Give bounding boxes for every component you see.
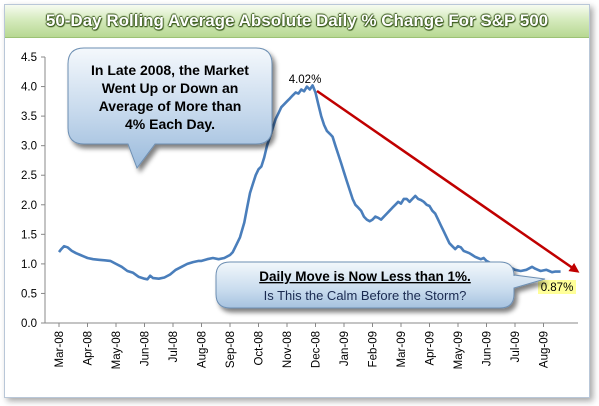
end-label: 0.87%: [541, 282, 574, 294]
y-tick-label: 1.0: [21, 259, 37, 271]
y-tick-label: 2.0: [21, 200, 37, 212]
x-tick-label: Apr-08: [83, 331, 95, 366]
trend-arrow: [316, 89, 580, 273]
x-axis-ticks: Mar-08 Apr-08 May-08 Jun-08 Jul-08 Aug-08 Sep-…: [54, 323, 551, 369]
x-tick-label: Dec-08: [311, 331, 323, 368]
y-tick-label: 3.5: [21, 111, 37, 123]
chart-title: 50-Day Rolling Average Absolute Daily % …: [45, 11, 549, 30]
x-tick-label: Jul-08: [168, 331, 180, 362]
x-tick-label: Oct-08: [254, 331, 266, 366]
y-tick-label: 0.0: [21, 318, 37, 330]
callout-2-line-1: Daily Move is Now Less than 1%.: [259, 269, 471, 284]
peak-label: 4.02%: [289, 74, 322, 86]
x-tick-label: May-08: [111, 331, 123, 369]
title-bar: 50-Day Rolling Average Absolute Daily % …: [5, 5, 589, 38]
y-tick-label: 3.0: [21, 141, 37, 153]
callout-1: [67, 47, 273, 170]
series-line: [57, 84, 561, 281]
x-tick-label: Aug-09: [539, 331, 551, 368]
x-tick-label: May-09: [453, 331, 465, 369]
y-axis-ticks: 0.0 0.5 1.0 1.5 2.0 2.5 3.0 3.5 4.0 4.5: [21, 52, 45, 330]
callout-1-line-2: Went Up or Down an: [102, 80, 239, 96]
y-tick-label: 1.5: [21, 229, 37, 241]
callout-1-line-3: Average of More than: [99, 98, 242, 114]
x-tick-label: Mar-09: [396, 331, 408, 367]
x-tick-label: Sep-08: [225, 331, 237, 368]
x-tick-label: Jun-08: [140, 331, 152, 366]
callout-1-line-1: In Late 2008, the Market: [91, 62, 249, 78]
x-tick-label: Jun-09: [482, 331, 494, 366]
y-tick-label: 4.5: [21, 52, 37, 64]
y-tick-label: 4.0: [21, 82, 37, 94]
x-tick-label: Nov-08: [282, 331, 294, 368]
x-tick-label: Feb-09: [368, 331, 380, 367]
x-tick-label: Aug-08: [197, 331, 209, 368]
callout-2-line-2: Is This the Calm Before the Storm?: [264, 288, 467, 303]
y-tick-label: 0.5: [21, 288, 37, 300]
x-tick-label: Apr-09: [425, 331, 437, 366]
x-tick-label: Jan-09: [339, 331, 351, 366]
end-label-bg: [538, 280, 576, 294]
callout-1-line-4: 4% Each Day.: [125, 116, 215, 132]
y-tick-label: 2.5: [21, 170, 37, 182]
x-tick-label: Mar-08: [54, 331, 66, 367]
callout-2: [215, 261, 546, 309]
x-tick-label: Jul-09: [510, 331, 522, 362]
